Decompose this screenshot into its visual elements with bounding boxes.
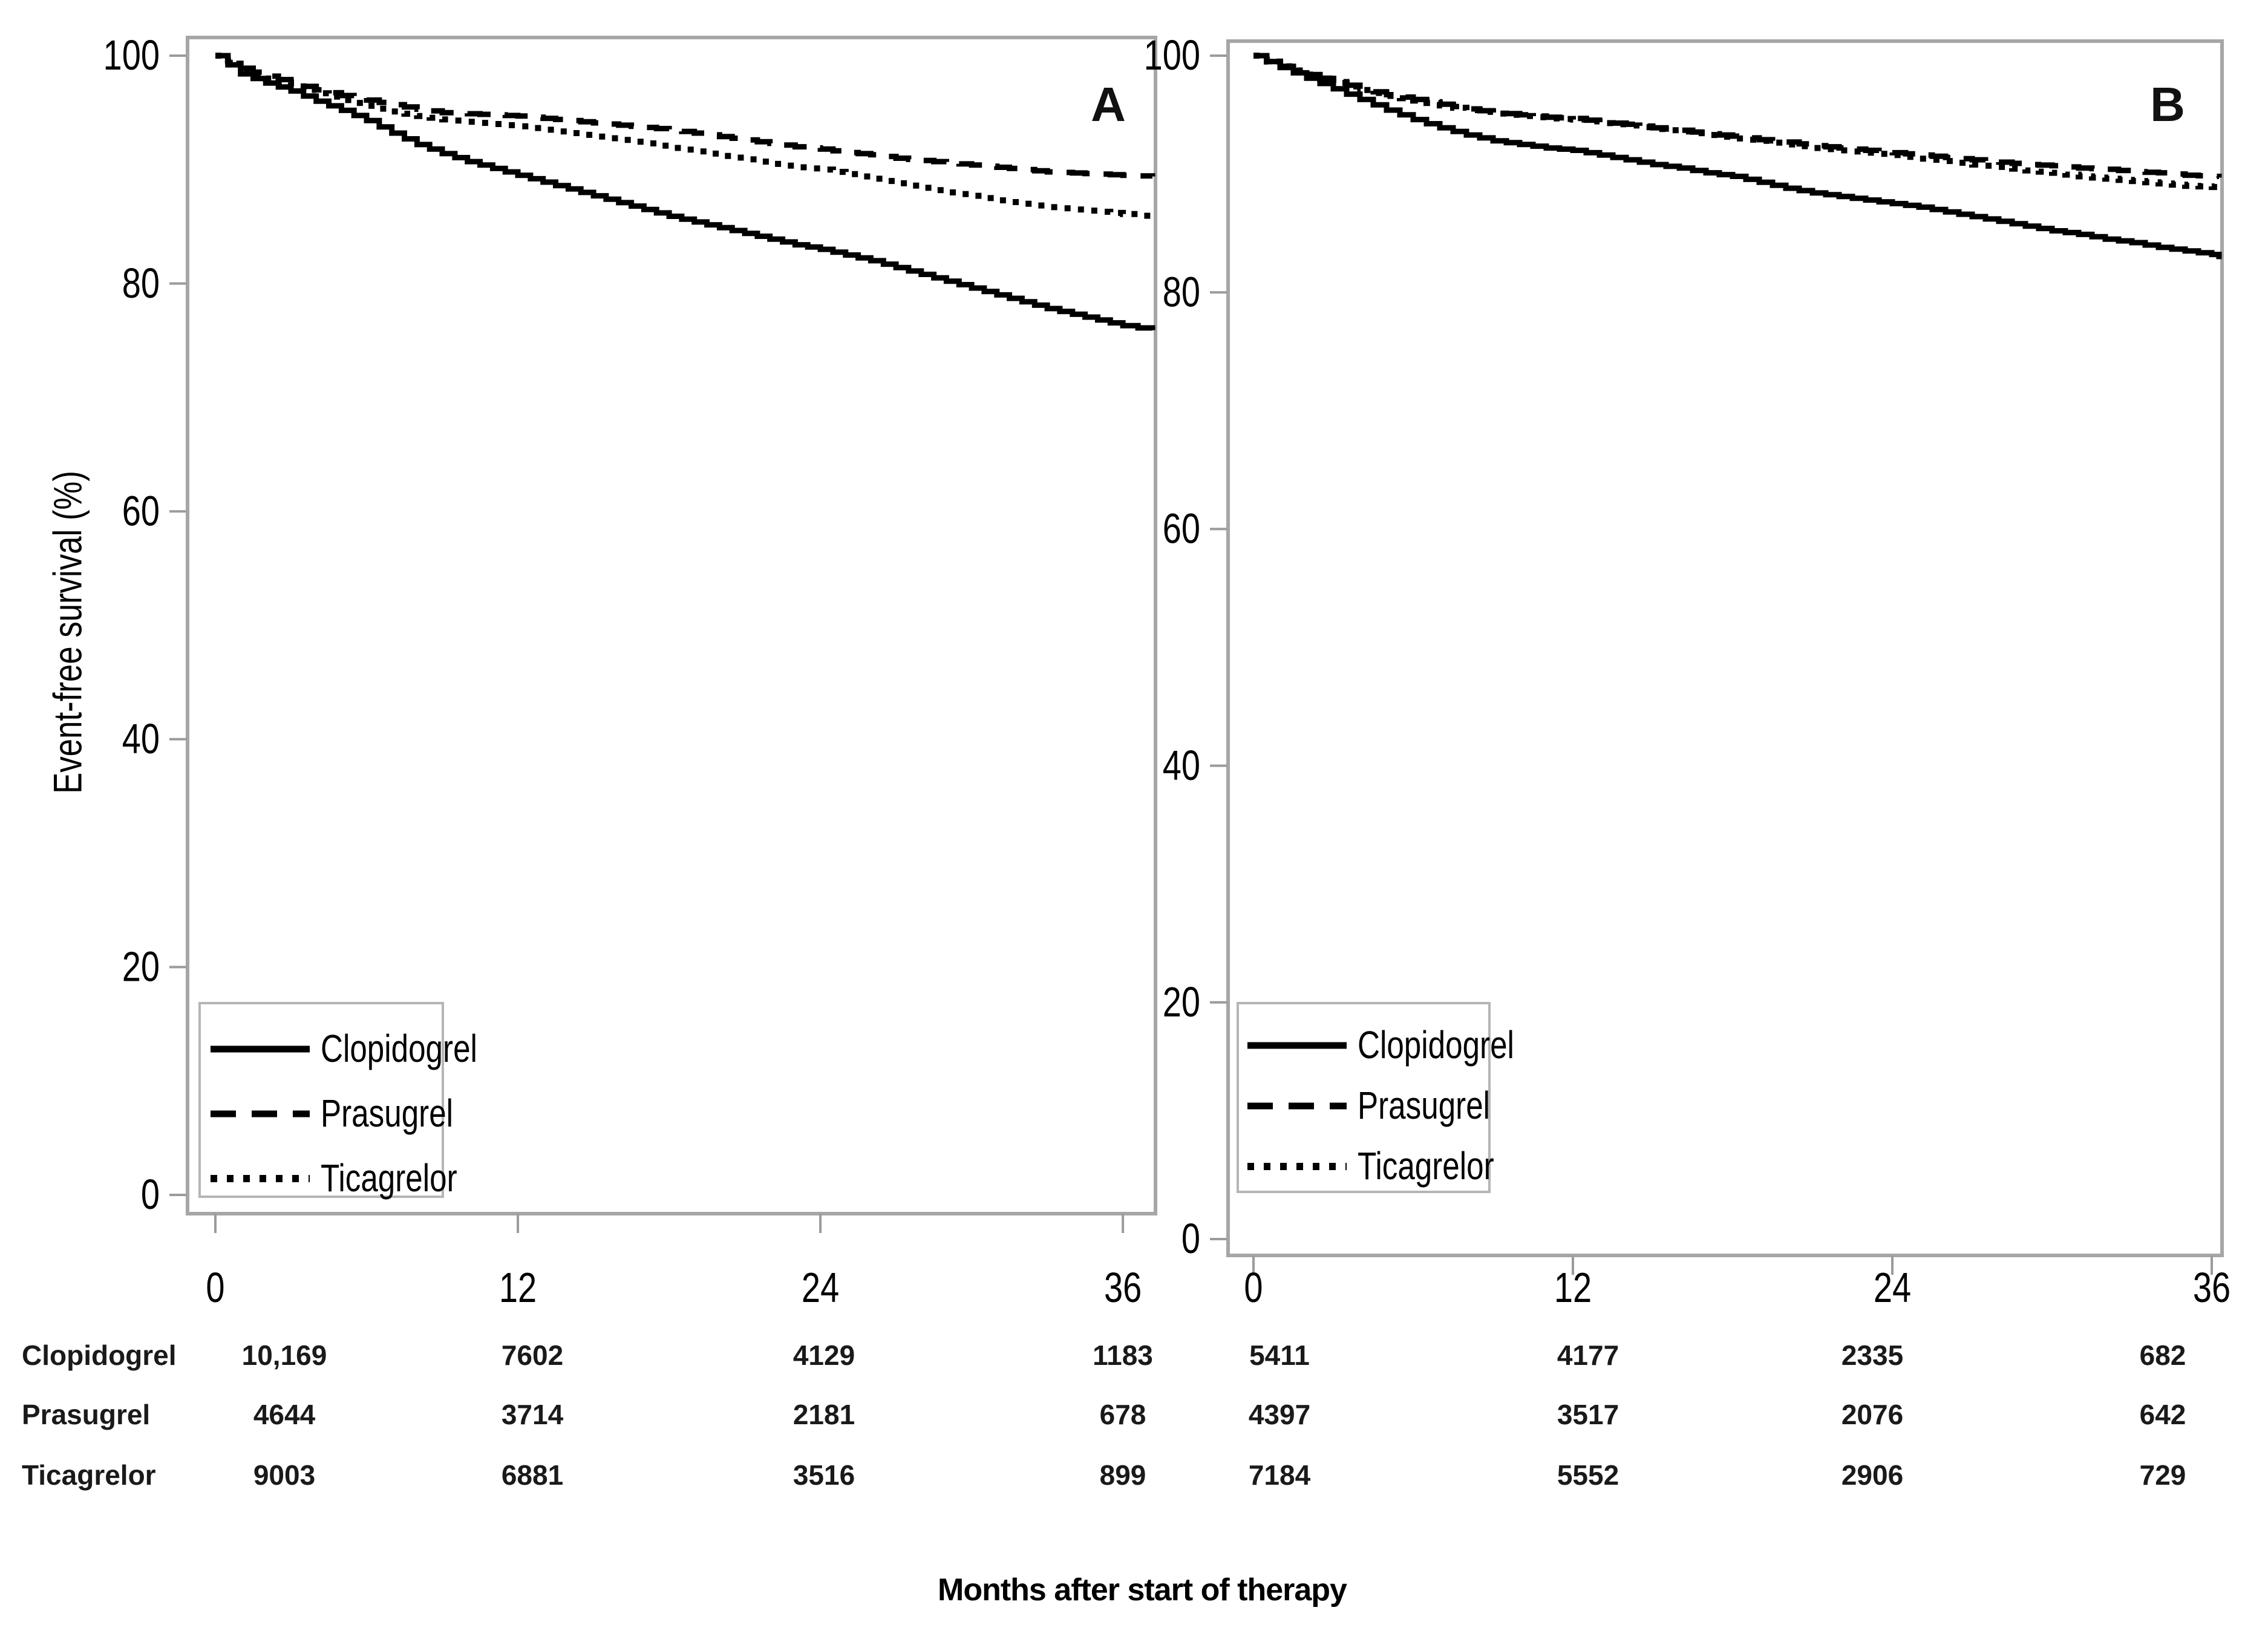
- at-risk-row-label-prasugrel: Prasugrel: [22, 1399, 150, 1430]
- at-risk-count-a-row0-month0: 10,169: [242, 1340, 327, 1371]
- at-risk-count-b-row0-month24: 2335: [1842, 1340, 1903, 1371]
- at-risk-counts-panel-a: 10,169 7602 4129 1183 4644 3714 2181 678 9003 688…: [242, 1340, 1153, 1491]
- at-risk-count-a-row1-month24: 2181: [793, 1399, 855, 1430]
- y-axis-title: Event-free survival (%): [45, 471, 90, 794]
- panel-a-curve-prasugrel: [215, 53, 1155, 179]
- at-risk-count-a-row1-month12: 3714: [502, 1399, 564, 1430]
- panel-b-xtick-label-0: 0: [1244, 1264, 1263, 1311]
- at-risk-count-a-row0-month12: 7602: [502, 1340, 563, 1371]
- at-risk-count-b-row2-month12: 5552: [1557, 1459, 1619, 1491]
- y-axis-title-group: Event-free survival (%): [45, 471, 90, 794]
- at-risk-count-b-row2-month0: 7184: [1249, 1459, 1311, 1491]
- at-risk-count-a-row1-month36: 678: [1100, 1399, 1146, 1430]
- panel-b-ytick-label-0: 0: [1181, 1215, 1200, 1262]
- panel-a-xtick-label-24: 24: [802, 1264, 839, 1311]
- panel-b-frame: [1226, 39, 2224, 1257]
- panel-b-legend-box: [1237, 1002, 1491, 1193]
- panel-b-curve-ticagrelor: [1253, 53, 2222, 191]
- panel-a-legend-box: [198, 1002, 444, 1198]
- panel-a-xtick-label-12: 12: [499, 1264, 537, 1311]
- legend-label-ticagrelor: Ticagrelor: [1358, 1145, 1494, 1188]
- panel-a-legend: Clopidogrel Prasugrel Ticagrelor: [198, 1002, 477, 1200]
- at-risk-table: Clopidogrel Prasugrel Ticagrelor 10,169 7…: [22, 1340, 2186, 1491]
- legend-label-clopidogrel: Clopidogrel: [1358, 1024, 1514, 1067]
- at-risk-count-b-row0-month12: 4177: [1557, 1340, 1619, 1371]
- panel-a-curves: [215, 53, 1155, 331]
- panel-a-ytick-label-100: 100: [103, 32, 160, 79]
- panel-a: 0 20 40 60 80 100 0 12 24 36 A Clopidogrel Prasu…: [103, 32, 1157, 1311]
- panel-a-curve-clopidogrel: [215, 53, 1155, 331]
- panel-a-ytick-label-0: 0: [141, 1171, 160, 1218]
- at-risk-count-b-row2-month36: 729: [2140, 1459, 2186, 1491]
- panel-b-ytick-label-40: 40: [1163, 742, 1200, 789]
- at-risk-row-label-clopidogrel: Clopidogrel: [22, 1340, 177, 1371]
- panel-b-ytick-label-60: 60: [1163, 506, 1200, 552]
- x-axis-title: Months after start of therapy: [938, 1572, 1347, 1608]
- panel-b-xtick-label-36: 36: [2193, 1264, 2230, 1311]
- panel-b-y-axis-ticks: 0 20 40 60 80 100: [1144, 32, 1227, 1263]
- at-risk-count-a-row1-month0: 4644: [253, 1399, 316, 1430]
- at-risk-count-b-row0-month36: 682: [2140, 1340, 2186, 1371]
- legend-label-ticagrelor: Ticagrelor: [321, 1157, 457, 1200]
- panel-a-frame: [186, 36, 1157, 1215]
- panel-b-curve-clopidogrel: [1253, 53, 2222, 260]
- at-risk-count-b-row1-month24: 2076: [1842, 1399, 1903, 1430]
- panel-b-legend: Clopidogrel Prasugrel Ticagrelor: [1237, 1002, 1514, 1193]
- panel-a-ytick-label-80: 80: [122, 260, 160, 307]
- at-risk-count-a-row0-month36: 1183: [1093, 1340, 1153, 1371]
- at-risk-count-b-row1-month12: 3517: [1557, 1399, 1619, 1430]
- legend-label-clopidogrel: Clopidogrel: [321, 1028, 477, 1071]
- panel-a-ytick-label-60: 60: [122, 488, 160, 535]
- at-risk-count-a-row2-month24: 3516: [793, 1459, 855, 1491]
- at-risk-count-b-row1-month0: 4397: [1249, 1399, 1310, 1430]
- at-risk-counts-panel-b: 5411 4177 2335 682 4397 3517 2076 642 7184 5552 29…: [1249, 1340, 2186, 1491]
- panel-b-letter: B: [2150, 77, 2185, 131]
- at-risk-count-b-row1-month36: 642: [2140, 1399, 2186, 1430]
- at-risk-count-b-row2-month24: 2906: [1842, 1459, 1903, 1491]
- at-risk-count-b-row0-month0: 5411: [1249, 1340, 1310, 1371]
- panel-b-ytick-label-20: 20: [1163, 979, 1200, 1026]
- panel-b-ytick-label-100: 100: [1144, 32, 1200, 79]
- panel-b-xtick-label-24: 24: [1874, 1264, 1911, 1311]
- panel-a-x-axis-ticks: 0 12 24 36: [206, 1214, 1142, 1311]
- panel-b-ytick-label-80: 80: [1163, 269, 1200, 316]
- at-risk-count-a-row0-month24: 4129: [793, 1340, 855, 1371]
- panel-a-xtick-label-36: 36: [1104, 1264, 1142, 1311]
- legend-label-prasugrel: Prasugrel: [1358, 1085, 1490, 1128]
- panel-b: 0 20 40 60 80 100 0 12 24 36 B Clopidogrel Prasu…: [1144, 32, 2231, 1311]
- panel-a-xtick-label-0: 0: [206, 1264, 224, 1311]
- panel-a-ytick-label-40: 40: [122, 716, 160, 762]
- panel-a-y-axis-ticks: 0 20 40 60 80 100: [103, 32, 186, 1219]
- at-risk-count-a-row2-month12: 6881: [502, 1459, 563, 1491]
- panel-a-ytick-label-20: 20: [122, 944, 160, 990]
- panel-b-x-axis-ticks: 0 12 24 36: [1244, 1255, 2230, 1311]
- panel-b-curves: [1253, 53, 2222, 260]
- panel-b-xtick-label-12: 12: [1554, 1264, 1592, 1311]
- at-risk-count-a-row2-month36: 899: [1100, 1459, 1146, 1491]
- legend-label-prasugrel: Prasugrel: [321, 1093, 453, 1136]
- panel-a-letter: A: [1091, 77, 1126, 131]
- at-risk-count-a-row2-month0: 9003: [253, 1459, 315, 1491]
- panel-a-curve-ticagrelor: [215, 53, 1155, 219]
- at-risk-row-label-ticagrelor: Ticagrelor: [22, 1459, 156, 1491]
